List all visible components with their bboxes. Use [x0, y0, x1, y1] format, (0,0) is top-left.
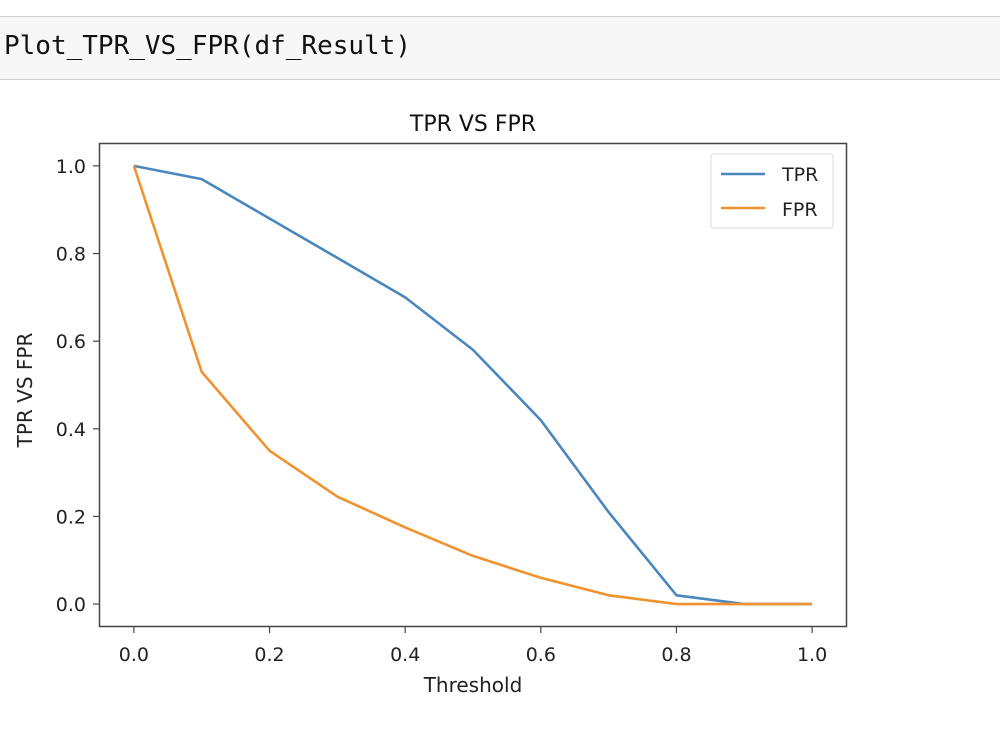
plot-lines — [132, 164, 813, 606]
y-tick-label: 0.2 — [56, 506, 86, 528]
x-tick-label: 1.0 — [797, 644, 827, 666]
axis-ticks: 0.0 0.2 0.4 0.6 0.8 1.0 0.0 0.2 0.4 0.6 0.8 1.0 — [56, 156, 827, 666]
x-tick-label: 0.6 — [526, 644, 556, 666]
y-tick-label: 0.8 — [56, 244, 86, 266]
x-tick-label: 0.4 — [390, 644, 420, 666]
y-tick-label: 0.6 — [56, 331, 86, 353]
legend: TPR FPR — [710, 153, 834, 229]
y-tick-label: 1.0 — [56, 156, 86, 178]
x-tick-label: 0.0 — [119, 644, 149, 666]
legend-box — [710, 153, 834, 229]
series-line-tpr — [133, 164, 813, 606]
code-cell-source[interactable]: Plot_TPR_VS_FPR(df_Result) — [4, 31, 411, 61]
series-line-fpr — [132, 165, 813, 606]
x-tick-label: 0.8 — [661, 644, 691, 666]
legend-label-tpr: TPR — [781, 164, 818, 186]
x-tick-label: 0.2 — [254, 644, 284, 666]
plot-frame — [98, 142, 848, 628]
y-tick-label: 0.4 — [56, 419, 86, 441]
legend-label-fpr: FPR — [782, 199, 818, 221]
code-cell[interactable]: Plot_TPR_VS_FPR(df_Result) — [0, 16, 1000, 80]
y-axis-label: TPR VS FPR — [13, 333, 37, 449]
y-tick-label: 0.0 — [56, 594, 86, 616]
x-axis-label: Threshold — [423, 673, 523, 697]
chart-title: TPR VS FPR — [409, 112, 536, 137]
